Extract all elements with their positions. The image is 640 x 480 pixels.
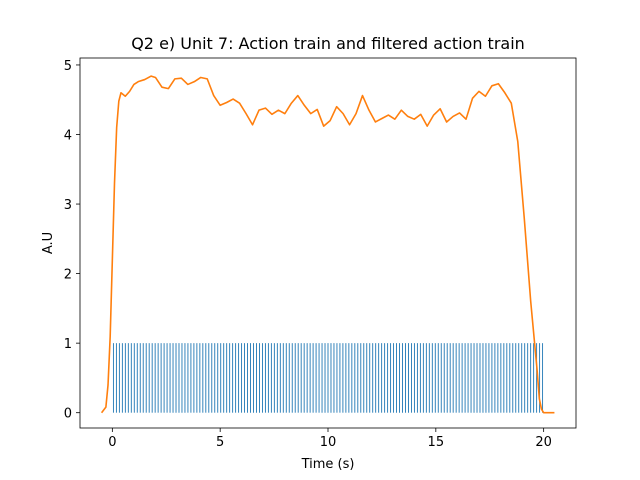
filtered-action-train-line <box>100 75 555 414</box>
x-tick-label: 0 <box>108 435 116 450</box>
y-tick-label: 5 <box>64 59 72 74</box>
x-tick-label: 20 <box>535 435 552 450</box>
x-tick-label: 15 <box>428 435 445 450</box>
x-tick-label: 5 <box>216 435 224 450</box>
y-tick-label: 4 <box>64 129 72 144</box>
y-tick-label: 1 <box>64 337 72 352</box>
x-tick-label: 10 <box>320 435 337 450</box>
y-tick-label: 3 <box>64 198 72 213</box>
y-tick-label: 0 <box>64 407 72 422</box>
y-tick-label: 2 <box>64 268 72 283</box>
chart-title: Q2 e) Unit 7: Action train and filtered … <box>131 34 525 53</box>
x-axis-label: Time (s) <box>301 457 355 472</box>
y-axis-ticks: 0 1 2 3 4 5 <box>64 59 80 422</box>
x-axis-ticks: 0 5 10 15 20 <box>108 428 552 450</box>
y-axis-label: A.U <box>41 232 56 254</box>
spike-train <box>112 343 544 413</box>
